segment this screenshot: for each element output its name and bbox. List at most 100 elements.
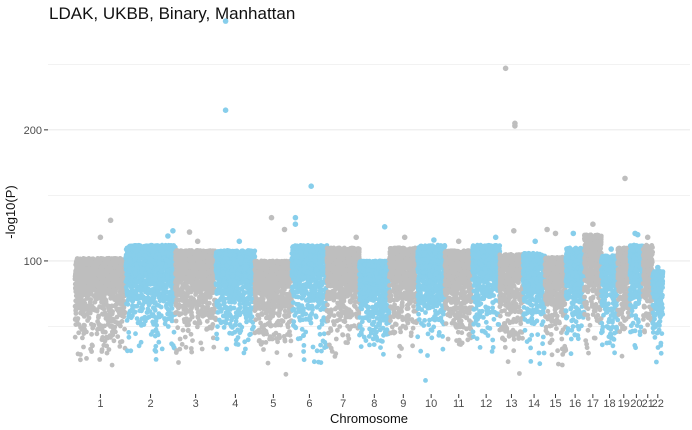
snp-point [283, 371, 289, 377]
snp-point [215, 310, 221, 315]
snp-point [138, 339, 144, 345]
snp-point [217, 250, 223, 256]
snp-point [145, 265, 151, 271]
snp-point [99, 288, 105, 294]
snp-point [163, 257, 169, 263]
snp-point [160, 250, 166, 256]
snp-point [183, 276, 189, 282]
snp-point [183, 344, 189, 350]
snp-point [242, 308, 247, 314]
snp-point [209, 324, 215, 330]
snp-point [258, 268, 264, 274]
snp-point [95, 326, 101, 332]
snp-point [123, 284, 129, 290]
snp-point [91, 279, 97, 285]
snp-point [125, 245, 131, 251]
snp-point [89, 349, 94, 354]
snp-point [229, 317, 234, 323]
snp-point [288, 338, 294, 344]
snp-point [177, 346, 183, 352]
snp-point [118, 285, 124, 290]
snp-point [283, 314, 289, 320]
snp-point [139, 308, 144, 314]
snp-point [110, 325, 116, 331]
snp-point [148, 332, 154, 337]
snp-point [224, 346, 230, 352]
snp-point [211, 344, 217, 350]
snp-point [255, 301, 261, 307]
snp-point [204, 326, 210, 332]
snp-point [152, 292, 158, 297]
snp-point [90, 306, 96, 311]
snp-point [216, 277, 222, 283]
snp-point [189, 258, 195, 263]
snp-point [270, 266, 276, 272]
snp-point [127, 266, 133, 271]
snp-point [280, 318, 286, 324]
snp-point [124, 318, 130, 323]
snp-point [114, 320, 120, 325]
snp-point [122, 310, 128, 316]
snp-point [224, 263, 230, 269]
snp-point [182, 334, 188, 340]
snp-point [162, 294, 168, 300]
snp-point [267, 336, 272, 342]
snp-point [108, 263, 113, 269]
snp-point [73, 322, 79, 327]
snp-point [160, 286, 166, 292]
snp-point [185, 327, 191, 333]
snp-point [158, 268, 164, 274]
snp-point [108, 293, 114, 299]
snp-point [109, 311, 115, 317]
snp-point [158, 273, 163, 278]
snp-point [111, 338, 117, 344]
snp-point [121, 314, 127, 320]
snp-point [214, 266, 219, 271]
snp-point [248, 314, 254, 319]
snp-point [189, 301, 195, 306]
snp-point [243, 264, 249, 270]
snp-point [231, 305, 237, 311]
snp-point [105, 313, 111, 319]
snp-point [178, 290, 183, 295]
snp-point [133, 249, 139, 254]
snp-point [79, 327, 85, 332]
snp-point [216, 283, 222, 289]
snp-point [281, 334, 287, 339]
snp-point [214, 336, 220, 342]
snp-point [150, 258, 155, 264]
snp-point [148, 299, 154, 304]
snp-point [263, 340, 269, 345]
snp-point [266, 307, 271, 313]
snp-point [183, 311, 188, 316]
snp-point [185, 293, 190, 299]
snp-point [214, 331, 220, 337]
snp-point [154, 266, 160, 272]
snp-point [141, 297, 147, 303]
snp-point [159, 346, 165, 352]
snp-point [117, 339, 123, 345]
snp-point [114, 294, 120, 299]
snp-point [277, 335, 282, 341]
snp-point [229, 268, 235, 273]
snp-point [232, 279, 238, 285]
snp-point [192, 286, 198, 292]
snp-point [195, 324, 200, 330]
snp-point [89, 292, 94, 297]
snp-point [136, 286, 142, 292]
snp-point [231, 261, 237, 267]
snp-point [170, 243, 176, 249]
snp-point [133, 278, 139, 284]
snp-point [204, 318, 210, 324]
snp-point [199, 346, 205, 352]
snp-point [117, 311, 122, 317]
snp-point [78, 357, 83, 363]
snp-point [200, 313, 206, 319]
snp-point [287, 332, 293, 338]
snp-point [150, 245, 156, 251]
snp-point [126, 334, 132, 340]
snp-point [196, 280, 202, 285]
snp-point [173, 278, 179, 283]
snp-point [216, 298, 221, 304]
snp-point [236, 290, 242, 296]
